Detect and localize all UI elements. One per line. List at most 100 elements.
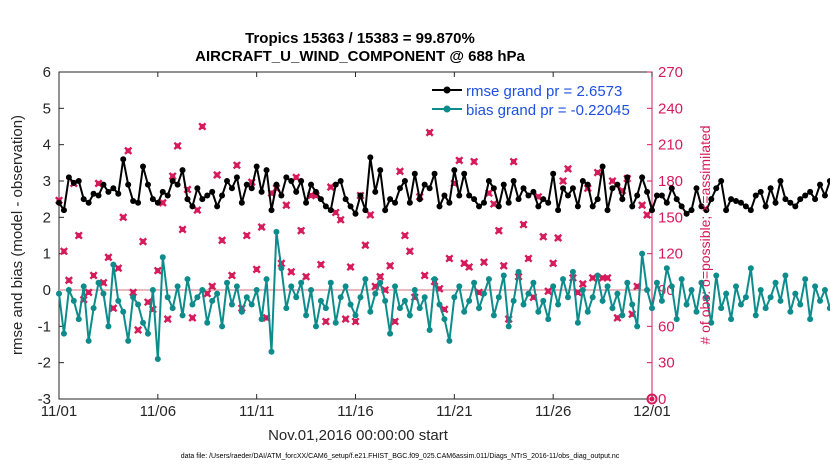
bias-series-point — [609, 305, 616, 312]
bias-series-point — [436, 301, 443, 308]
bias-series-point — [530, 279, 537, 286]
rmse-series-point — [713, 185, 720, 192]
rmse-series-point — [644, 188, 651, 195]
bias-series-point — [742, 294, 749, 301]
rmse-series-point — [807, 188, 814, 195]
rmse-series-point — [594, 196, 601, 203]
rmse-series-point — [441, 192, 448, 199]
legend-box — [428, 78, 646, 120]
obs-assimilated-point — [163, 315, 172, 324]
y-tick-label-left: 3 — [43, 173, 51, 190]
obs-assimilated-point — [114, 264, 123, 273]
rmse-series-point — [382, 207, 389, 214]
rmse-series-point — [258, 188, 265, 195]
rmse-series-point — [624, 174, 631, 181]
bias-series-point — [110, 261, 117, 268]
bias-series-point — [762, 305, 769, 312]
bias-series-point — [421, 294, 428, 301]
chart-title: Tropics 15363 / 15383 = 99.870% — [245, 30, 475, 47]
bias-series-point — [263, 276, 270, 283]
rmse-series-point — [352, 210, 359, 217]
obs-assimilated-point — [178, 225, 187, 234]
x-tick-label: 12/01 — [633, 403, 671, 420]
bias-series-point — [312, 323, 319, 330]
bias-series-point — [154, 356, 161, 363]
bias-series-point — [604, 283, 611, 290]
y-tick-label-right: 30 — [658, 355, 675, 372]
rmse-series — [56, 154, 830, 217]
rmse-series-point — [362, 207, 369, 214]
bias-series-point — [367, 308, 374, 315]
bias-series-point — [184, 276, 191, 283]
rmse-series-point — [683, 210, 690, 217]
plot-area — [58, 71, 653, 400]
bias-series-point — [238, 308, 245, 315]
rmse-series-point — [812, 196, 819, 203]
rmse-series-point — [718, 178, 725, 184]
rmse-series-point — [283, 174, 290, 181]
x-axis: 11/01 11/06 11/11 11/16 11/21 11/26 12/01 — [41, 72, 671, 420]
rmse-series-point — [194, 185, 201, 192]
bias-series-point — [708, 319, 715, 326]
bias-series-point — [644, 287, 651, 293]
bias-series-point — [446, 337, 453, 344]
bias-series-point — [451, 294, 458, 301]
bias-series-point — [342, 283, 349, 290]
x-tick-label: 11/01 — [41, 403, 77, 420]
y-tick-label-left: 0 — [43, 282, 51, 299]
rmse-series-point — [421, 181, 428, 188]
chart-subtitle: AIRCRAFT_U_WIND_COMPONENT @ 688 hPa — [195, 48, 525, 65]
bias-series-point — [120, 308, 127, 315]
bias-series-point — [525, 290, 532, 297]
rmse-series-point — [525, 192, 532, 199]
legend-rmse-marker — [443, 86, 451, 94]
rmse-series-point — [505, 199, 512, 206]
bias-series-point — [589, 294, 596, 301]
rmse-series-point — [130, 197, 137, 204]
rmse-series-point — [228, 185, 235, 192]
obs-assimilated-point — [227, 271, 237, 280]
rmse-series-point — [416, 196, 423, 203]
bias-series-point — [540, 297, 547, 304]
bias-series-point — [574, 319, 581, 326]
rmse-series-point — [698, 203, 705, 210]
rmse-series-point — [787, 199, 794, 206]
obs-assimilated-point — [578, 279, 587, 288]
rmse-series-point — [668, 185, 675, 192]
bias-series-point — [115, 297, 122, 304]
rmse-series-point — [708, 196, 715, 203]
obs-assimilated-point — [351, 317, 360, 326]
bias-series-point — [515, 268, 522, 275]
rmse-series-point — [263, 167, 270, 174]
rmse-series-point — [149, 196, 156, 203]
rmse-series-point — [515, 196, 522, 203]
rmse-series-point — [574, 203, 581, 210]
bias-series-point — [401, 297, 408, 304]
bias-series-point — [545, 316, 552, 323]
obs-assimilated-point — [361, 241, 370, 250]
obs-assimilated-point — [386, 261, 395, 270]
bias-series-point — [90, 305, 97, 312]
obs-assimilated-point — [218, 236, 227, 245]
bias-series-point — [396, 305, 403, 312]
rmse-series-point — [485, 178, 492, 184]
rmse-series-point — [204, 192, 211, 199]
rmse-series-point — [495, 203, 502, 210]
bias-series-point — [663, 265, 670, 272]
obs-assimilated-point — [297, 226, 306, 235]
obs-assimilated-point — [84, 288, 93, 297]
obs-assimilated-point — [321, 317, 330, 326]
bias-series-point — [772, 279, 779, 286]
bias-series-point — [243, 294, 250, 301]
bias-series-point — [174, 283, 181, 290]
obs-possible-series — [646, 393, 658, 405]
bias-series-point — [169, 305, 176, 312]
rmse-series-point — [189, 203, 196, 210]
rmse-series-point — [772, 199, 779, 206]
obs-assimilated-point — [208, 282, 217, 291]
rmse-series-point — [649, 207, 655, 214]
rmse-series-point — [233, 174, 240, 181]
bias-series-point — [560, 276, 567, 283]
bias-series-point — [347, 301, 354, 308]
